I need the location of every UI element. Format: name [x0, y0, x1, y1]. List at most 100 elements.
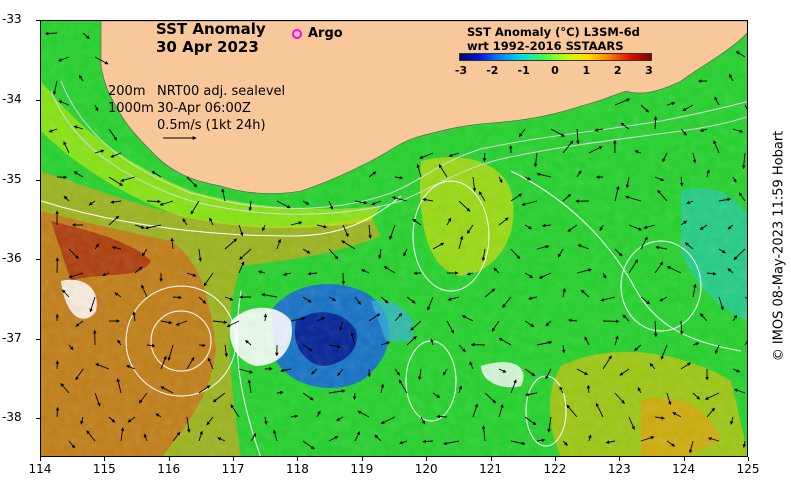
current-vector — [735, 51, 746, 58]
current-vector — [368, 171, 377, 178]
current-vector — [406, 296, 416, 304]
current-vector — [447, 296, 460, 301]
current-vector — [536, 340, 553, 346]
current-vector — [714, 344, 720, 354]
product-label: NRT00 adj. sealevel — [157, 84, 286, 99]
current-vector — [662, 152, 668, 163]
current-vector — [566, 404, 578, 418]
x-tick-label: 125 — [736, 462, 760, 476]
current-vector — [484, 392, 497, 404]
current-vector — [328, 296, 337, 302]
current-vector — [727, 268, 734, 274]
y-tick-mark — [36, 339, 40, 340]
current-vector — [258, 270, 266, 274]
current-vector — [659, 296, 668, 302]
current-vector — [738, 192, 746, 202]
current-vector — [86, 430, 96, 442]
current-vector — [78, 74, 84, 82]
colorbar-tick-label: -3 — [454, 64, 468, 77]
current-vector — [510, 193, 523, 202]
x-tick-label: 118 — [286, 462, 309, 476]
current-vector — [733, 248, 746, 261]
sst-map — [40, 20, 748, 457]
current-vector — [212, 392, 226, 403]
current-vector — [110, 152, 122, 158]
current-vector — [226, 320, 240, 328]
x-tick-mark — [490, 457, 492, 461]
current-vector — [469, 361, 474, 370]
current-vector — [533, 152, 538, 168]
current-vector — [108, 128, 118, 141]
current-vector — [525, 392, 538, 397]
current-vector — [640, 436, 655, 442]
current-vector — [498, 404, 504, 418]
current-vector — [75, 320, 84, 327]
current-vector — [261, 293, 278, 298]
current-vector — [699, 128, 708, 132]
current-vector — [472, 403, 479, 418]
current-vector — [380, 383, 385, 394]
current-vector — [403, 248, 408, 257]
current-vector — [660, 344, 668, 360]
colorbar-tick-label: -2 — [486, 64, 499, 77]
current-vector — [432, 242, 445, 250]
current-vector — [466, 224, 474, 234]
isobath-1000m — [50, 90, 747, 215]
current-vector — [744, 104, 747, 110]
y-tick-mark — [36, 180, 40, 181]
current-vector — [55, 406, 60, 418]
current-vector — [640, 296, 651, 305]
current-vector — [625, 176, 630, 189]
current-vector — [427, 296, 434, 311]
current-vector — [280, 368, 292, 373]
current-vector — [94, 104, 99, 112]
current-vector — [550, 128, 565, 137]
current-vector — [290, 316, 306, 322]
scale-label: 0.5m/s (1kt 24h) — [157, 118, 266, 133]
current-vector — [198, 248, 202, 262]
current-vector — [634, 150, 642, 154]
current-vector — [206, 416, 214, 426]
current-vector — [238, 368, 253, 374]
current-vector — [108, 215, 120, 226]
current-vector — [55, 360, 60, 370]
current-vector — [399, 440, 408, 445]
current-vector — [95, 363, 110, 370]
land-australia — [100, 21, 747, 194]
current-vector — [160, 355, 167, 370]
current-vector — [458, 200, 471, 212]
current-vector — [276, 238, 282, 250]
current-vector — [155, 413, 162, 418]
y-tick-label: -38 — [2, 410, 22, 424]
current-vector — [655, 245, 668, 250]
current-vector — [446, 217, 452, 226]
current-vector — [68, 440, 76, 449]
current-vector — [108, 416, 116, 423]
current-vector — [600, 296, 616, 302]
current-vector — [602, 272, 607, 279]
current-vector — [63, 141, 70, 154]
current-vector — [580, 289, 590, 298]
current-vector — [654, 176, 665, 182]
current-vector — [491, 320, 500, 332]
colorbar-tick-label: 1 — [582, 64, 591, 77]
colorbar — [459, 53, 652, 61]
current-vector — [416, 163, 422, 178]
current-vector — [706, 407, 715, 418]
current-vector — [406, 336, 417, 346]
current-vector — [576, 268, 592, 274]
current-vector — [302, 440, 315, 450]
current-vector — [614, 98, 631, 106]
current-vector — [89, 296, 96, 313]
sealevel-contour — [236, 290, 261, 456]
y-tick-label: -37 — [2, 331, 22, 345]
title-line2: 30 Apr 2023 — [156, 38, 259, 56]
current-vector — [586, 384, 591, 394]
current-vector — [461, 315, 474, 322]
current-vector — [557, 248, 564, 258]
current-vector — [307, 271, 318, 276]
current-vector — [568, 318, 578, 323]
current-vector — [245, 340, 252, 346]
current-vector — [380, 341, 391, 346]
current-vector — [576, 128, 580, 145]
